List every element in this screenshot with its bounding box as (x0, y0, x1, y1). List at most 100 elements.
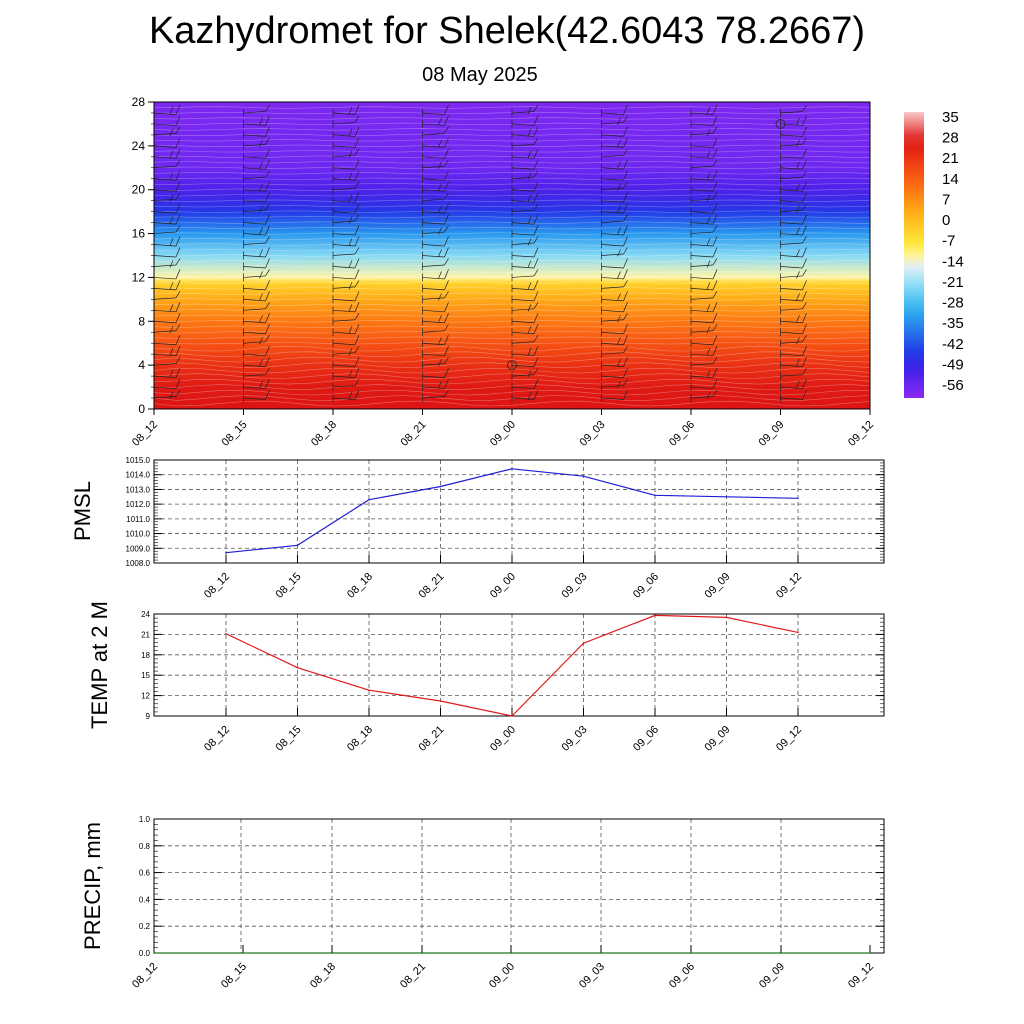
wind-barb-flag (444, 181, 449, 192)
wind-barb-flag (712, 356, 718, 364)
wind-barb-shaft (154, 264, 177, 267)
wind-barb-shaft (243, 288, 266, 291)
wind-barb-shaft (243, 209, 266, 212)
wind-barb-shaft (511, 299, 535, 302)
wind-barb-flag (438, 117, 442, 126)
contour-line (154, 194, 870, 197)
contour-line (154, 400, 870, 407)
wind-barb-flag (533, 181, 539, 192)
wind-barb-flag (438, 139, 442, 147)
y-tick-label: 24 (132, 139, 146, 153)
wind-barb-shaft (154, 277, 177, 280)
wind-barb-shaft (332, 253, 356, 256)
wind-barb-shaft (154, 156, 177, 159)
wind-barb-flag (265, 115, 270, 126)
wind-barb-flag (712, 170, 718, 181)
x-tick-label: 09_06 (631, 724, 661, 754)
wind-barb-flag (169, 172, 174, 180)
x-tick-label: 08_21 (417, 571, 447, 601)
wind-barb-shaft (511, 123, 535, 126)
wind-barb-flag (706, 106, 711, 115)
colorbar-label: 28 (942, 130, 959, 147)
wind-barb-flag (175, 148, 181, 159)
wind-barb-shaft (869, 310, 870, 311)
wind-barb-flag (802, 389, 807, 400)
wind-barb-shaft (422, 231, 445, 234)
x-tick-label: 09_12 (846, 961, 876, 991)
wind-barb-flag (265, 148, 270, 159)
wind-barb-shaft (780, 308, 803, 311)
x-tick-label: 09_00 (488, 571, 518, 601)
wind-barb-flag (712, 313, 718, 323)
wind-barb-flag (712, 115, 718, 126)
wind-barb-flag (175, 280, 181, 291)
temperature-cross-section: 0 4 8 12 16 20 24 28 08_12 08_15 08_18 08_21 09_00 09… (130, 95, 896, 449)
y-tick-label: 0.0 (139, 949, 151, 958)
x-tick-label: 08_18 (345, 724, 375, 754)
x-tick-label: 08_21 (417, 724, 447, 754)
wind-barb-flag (796, 337, 800, 345)
wind-barb-flag (623, 258, 628, 269)
wind-barb-shaft (154, 178, 177, 181)
wind-barb-shaft (690, 112, 714, 115)
wind-barb-flag (623, 357, 628, 367)
wind-barb-flag (259, 337, 263, 345)
wind-barb-flag (533, 357, 539, 367)
wind-barb-shaft (422, 189, 445, 192)
y-tick-label: 1014.0 (126, 471, 151, 480)
wind-barb-flag (617, 183, 621, 191)
wind-barb-flag (354, 302, 360, 312)
wind-barb-flag (892, 204, 896, 214)
wind-barb-shaft (511, 288, 535, 291)
data-point (225, 551, 227, 554)
wind-barb-shaft (690, 123, 714, 126)
wind-barb-flag (712, 225, 718, 233)
wind-barb-flag (265, 181, 270, 192)
wind-barb-flag (892, 226, 896, 236)
wind-barb-flag (533, 378, 539, 389)
data-point (582, 475, 585, 477)
colorbar-label: 21 (942, 150, 959, 167)
wind-barb-flag (802, 313, 807, 323)
contour-line (154, 281, 870, 285)
wind-barb-flag (354, 192, 360, 203)
wind-barb-flag (265, 378, 270, 389)
wind-barb-flag (259, 227, 263, 235)
wind-barb-flag (265, 313, 270, 323)
wind-barb-flag (527, 106, 532, 115)
wind-barb-flag (354, 225, 360, 236)
wind-barb-flag (169, 128, 174, 137)
wind-barb-flag (712, 126, 718, 134)
wind-barb-flag (444, 214, 449, 225)
wind-barb-flag (802, 324, 807, 334)
wind-barb-shaft (511, 176, 535, 180)
y-axis-label: PMSL (70, 481, 95, 541)
wind-barb-flag (348, 106, 353, 115)
wind-barb-flag (265, 269, 270, 277)
wind-barb-flag (444, 148, 449, 159)
wind-barb-flag (259, 117, 263, 126)
wind-barb-shaft (154, 222, 177, 225)
wind-barb-flag (533, 192, 539, 203)
data-point (600, 952, 603, 954)
contour-line (154, 270, 870, 274)
wind-barb-shaft (780, 364, 803, 367)
wind-barb-shaft (780, 353, 803, 357)
wind-barb-flag (706, 282, 711, 290)
wind-barb-flag (444, 367, 449, 378)
wind-barb-flag (527, 238, 532, 246)
contour-line (154, 325, 870, 328)
wind-barb-flag (348, 348, 353, 356)
wind-barb-flag (886, 129, 889, 136)
wind-barb-shaft (243, 242, 266, 245)
wind-barb-flag (706, 348, 711, 356)
colorbar-label: -21 (942, 274, 964, 291)
wind-barb-shaft (511, 189, 535, 192)
x-tick-label: 09_00 (488, 724, 518, 754)
plot-frame (153, 818, 885, 954)
wind-barb-flag (169, 282, 174, 290)
wind-barb-shaft (511, 222, 535, 225)
wind-barb-flag (438, 249, 442, 257)
wind-barb-shaft (690, 211, 714, 214)
data-point (725, 616, 728, 619)
